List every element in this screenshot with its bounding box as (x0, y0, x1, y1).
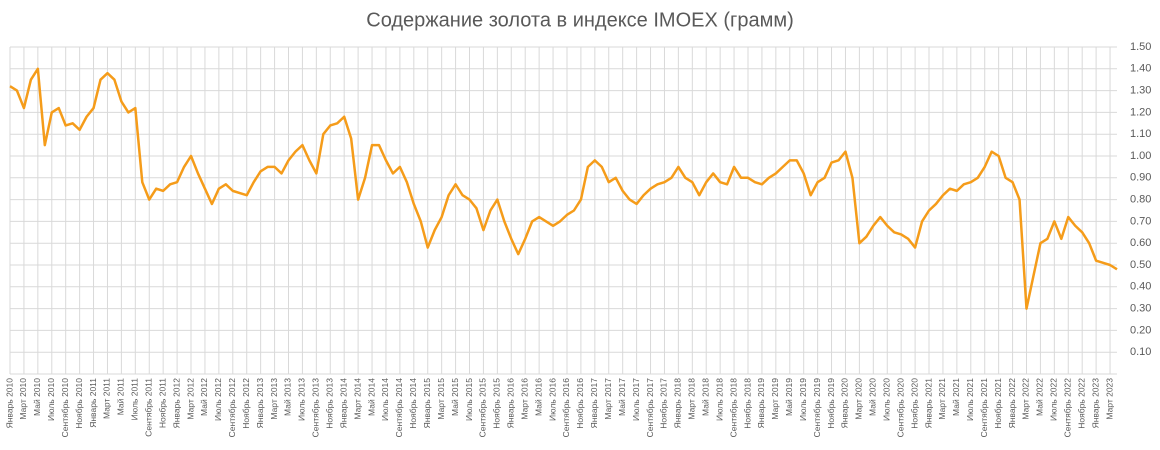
x-tick-label: Январь 2016 (506, 378, 516, 429)
x-tick-label: Март 2020 (854, 378, 864, 420)
x-tick-label: Сентябрь 2010 (60, 378, 70, 438)
y-tick-label: 0.80 (1130, 194, 1151, 206)
x-tick-label: Январь 2013 (255, 378, 265, 429)
x-tick-label: Май 2017 (617, 378, 627, 416)
x-tick-label: Сентябрь 2021 (979, 378, 989, 438)
x-tick-label: Ноябрь 2016 (575, 378, 585, 429)
x-tick-label: Январь 2021 (923, 378, 933, 429)
x-tick-label: Март 2013 (269, 378, 279, 420)
x-tick-label: Май 2012 (199, 378, 209, 416)
y-tick-label: 1.30 (1130, 85, 1151, 97)
y-tick-label: 1.10 (1130, 128, 1151, 140)
x-tick-label: Май 2014 (366, 378, 376, 416)
x-tick-label: Сентябрь 2016 (561, 378, 571, 438)
x-tick-label: Июль 2015 (464, 378, 474, 421)
x-tick-label: Сентябрь 2014 (394, 378, 404, 438)
x-tick-label: Сентябрь 2011 (143, 378, 153, 437)
x-tick-label: Январь 2015 (422, 378, 432, 429)
y-tick-label: 0.50 (1130, 259, 1151, 271)
x-tick-label: Ноябрь 2012 (241, 378, 251, 429)
x-tick-label: Июль 2010 (46, 378, 56, 421)
x-tick-label: Январь 2019 (756, 378, 766, 429)
x-tick-label: Март 2023 (1104, 378, 1114, 420)
x-tick-label: Ноябрь 2021 (993, 378, 1003, 429)
x-tick-label: Сентябрь 2017 (645, 378, 655, 438)
x-tick-label: Март 2022 (1021, 378, 1031, 420)
x-tick-label: Июль 2021 (965, 378, 975, 421)
x-tick-label: Июль 2014 (380, 378, 390, 421)
y-tick-label: 0.10 (1130, 346, 1151, 358)
x-tick-label: Май 2018 (700, 378, 710, 416)
x-tick-label: Ноябрь 2020 (909, 378, 919, 429)
y-tick-label: 0.20 (1130, 324, 1151, 336)
x-tick-label: Июль 2018 (714, 378, 724, 421)
y-tick-label: 0.60 (1130, 237, 1151, 249)
x-tick-label: Январь 2010 (4, 378, 14, 429)
x-tick-label: Май 2016 (533, 378, 543, 416)
x-tick-label: Ноябрь 2022 (1076, 378, 1086, 429)
x-tick-label: Январь 2011 (88, 378, 98, 428)
x-tick-label: Март 2014 (352, 378, 362, 420)
y-tick-label: 0.30 (1130, 303, 1151, 315)
y-tick-label: 0.70 (1130, 215, 1151, 227)
y-tick-label: 0.40 (1130, 281, 1151, 293)
x-tick-label: Март 2016 (519, 378, 529, 420)
x-tick-label: Ноябрь 2014 (408, 378, 418, 429)
x-tick-label: Ноябрь 2011 (157, 378, 167, 428)
y-tick-label: 1.40 (1130, 63, 1151, 75)
x-tick-label: Май 2013 (283, 378, 293, 416)
x-tick-label: Июль 2013 (297, 378, 307, 421)
x-tick-label: Январь 2023 (1090, 378, 1100, 429)
x-tick-label: Май 2019 (784, 378, 794, 416)
x-tick-label: Март 2021 (937, 378, 947, 420)
x-tick-label: Сентябрь 2013 (311, 378, 321, 438)
x-tick-label: Январь 2017 (589, 378, 599, 429)
x-tick-label: Ноябрь 2019 (826, 378, 836, 429)
x-tick-label: Январь 2014 (338, 378, 348, 429)
x-tick-label: Май 2020 (868, 378, 878, 416)
x-tick-label: Март 2018 (687, 378, 697, 420)
x-tick-label: Сентябрь 2012 (227, 378, 237, 438)
x-tick-label: Май 2011 (116, 378, 126, 416)
x-tick-label: Сентябрь 2020 (895, 378, 905, 438)
x-tick-label: Ноябрь 2015 (492, 378, 502, 429)
x-tick-label: Март 2012 (185, 378, 195, 420)
x-tick-label: Ноябрь 2017 (659, 378, 669, 429)
x-tick-label: Ноябрь 2013 (325, 378, 335, 429)
x-tick-label: Январь 2012 (171, 378, 181, 429)
y-tick-label: 1.00 (1130, 150, 1151, 162)
chart-title: Содержание золота в индексе IMOEX (грамм… (366, 9, 793, 31)
x-tick-label: Январь 2018 (673, 378, 683, 429)
x-tick-label: Май 2010 (32, 378, 42, 416)
x-tick-label: Сентябрь 2018 (728, 378, 738, 438)
x-tick-label: Март 2015 (436, 378, 446, 420)
x-tick-label: Сентябрь 2015 (478, 378, 488, 438)
x-tick-label: Ноябрь 2018 (742, 378, 752, 429)
x-tick-label: Июль 2016 (547, 378, 557, 421)
x-tick-label: Март 2019 (770, 378, 780, 420)
x-tick-label: Январь 2022 (1007, 378, 1017, 429)
x-tick-label: Ноябрь 2010 (74, 378, 84, 429)
x-tick-label: Июль 2022 (1049, 378, 1059, 421)
x-tick-label: Сентябрь 2019 (812, 378, 822, 438)
x-tick-label: Январь 2020 (840, 378, 850, 429)
y-tick-label: 1.20 (1130, 106, 1151, 118)
x-tick-label: Июль 2019 (798, 378, 808, 421)
x-tick-label: Сентябрь 2022 (1063, 378, 1073, 438)
x-tick-label: Июль 2020 (881, 378, 891, 421)
x-tick-label: Май 2021 (951, 378, 961, 416)
x-tick-label: Май 2015 (450, 378, 460, 416)
x-tick-label: Март 2017 (603, 378, 613, 420)
x-tick-label: Июль 2012 (213, 378, 223, 421)
x-tick-label: Июль 2017 (631, 378, 641, 421)
x-tick-label: Май 2022 (1035, 378, 1045, 416)
y-tick-label: 1.50 (1130, 41, 1151, 53)
x-tick-label: Июль 2011 (130, 378, 140, 421)
x-tick-label: Март 2010 (18, 378, 28, 420)
line-series (9, 67, 1118, 310)
y-tick-label: 0.90 (1130, 172, 1151, 184)
x-tick-label: Март 2011 (102, 378, 112, 419)
